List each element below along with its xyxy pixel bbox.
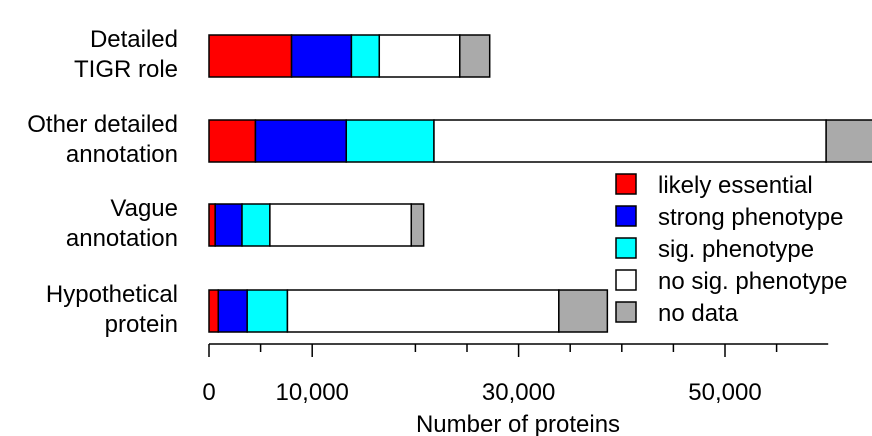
category-labels: Detailed TIGR role Other detailed annotatio… <box>27 26 178 338</box>
legend-swatch-no-sig-phenotype <box>615 269 637 291</box>
x-axis: 0 10,000 30,000 50,000 <box>202 343 829 406</box>
bar-segment-no-data-2 <box>825 119 872 163</box>
bar-segment-strong-phenotype-1 <box>290 34 353 78</box>
legend-swatch-strong-phenotype <box>615 205 637 227</box>
bar-segment-strong-phenotype-4 <box>217 289 248 333</box>
legend-swatch-likely-essential <box>615 173 637 195</box>
x-tick-label: 10,000 <box>275 379 348 406</box>
bar-segment-no-data-3 <box>410 203 425 247</box>
x-tick-label: 0 <box>202 379 215 406</box>
legend-label-sig-phenotype: sig. phenotype <box>658 236 814 263</box>
x-axis-title: Number of proteins <box>416 411 620 436</box>
bar-segment-likely-essential-3 <box>208 203 216 247</box>
bar-segment-sig-phenotype-4 <box>246 289 289 333</box>
bar-segment-sig-phenotype-2 <box>345 119 435 163</box>
category-label-3-line-2: annotation <box>66 225 178 252</box>
category-label-1-line-2: TIGR role <box>74 56 178 83</box>
bar-segment-no-sig-phenotype-3 <box>269 203 413 247</box>
bar-segment-strong-phenotype-2 <box>254 119 348 163</box>
bar-segment-no-data-4 <box>558 289 609 333</box>
legend-label-no-sig-phenotype: no sig. phenotype <box>658 268 847 295</box>
legend-label-likely-essential: likely essential <box>658 172 813 199</box>
legend-label-strong-phenotype: strong phenotype <box>658 204 843 231</box>
legend-swatch-sig-phenotype <box>615 237 637 259</box>
bars-layer <box>208 34 872 333</box>
category-label-1-line-1: Detailed <box>90 26 178 53</box>
category-label-2-line-2: annotation <box>66 141 178 168</box>
category-label-3-line-1: Vague <box>110 195 178 222</box>
bar-segment-likely-essential-4 <box>208 289 220 333</box>
category-label-2-line-1: Other detailed <box>27 111 178 138</box>
category-label-4-line-1: Hypothetical <box>46 281 178 308</box>
bar-segment-no-sig-phenotype-4 <box>286 289 560 333</box>
bar-segment-likely-essential-1 <box>208 34 293 78</box>
legend-label-no-data: no data <box>658 300 739 327</box>
x-tick-label: 50,000 <box>688 379 761 406</box>
legend-swatch-no-data <box>615 301 637 323</box>
category-label-4-line-2: protein <box>105 311 178 338</box>
legend: likely essential strong phenotype sig. phe… <box>615 172 847 327</box>
bar-segment-no-sig-phenotype-2 <box>433 119 827 163</box>
bar-segment-no-sig-phenotype-1 <box>378 34 461 78</box>
bar-segment-sig-phenotype-1 <box>350 34 381 78</box>
bar-segment-no-data-1 <box>459 34 491 78</box>
bar-segment-strong-phenotype-3 <box>214 203 243 247</box>
x-tick-label: 30,000 <box>482 379 555 406</box>
bar-segment-likely-essential-2 <box>208 119 257 163</box>
bar-segment-sig-phenotype-3 <box>241 203 271 247</box>
